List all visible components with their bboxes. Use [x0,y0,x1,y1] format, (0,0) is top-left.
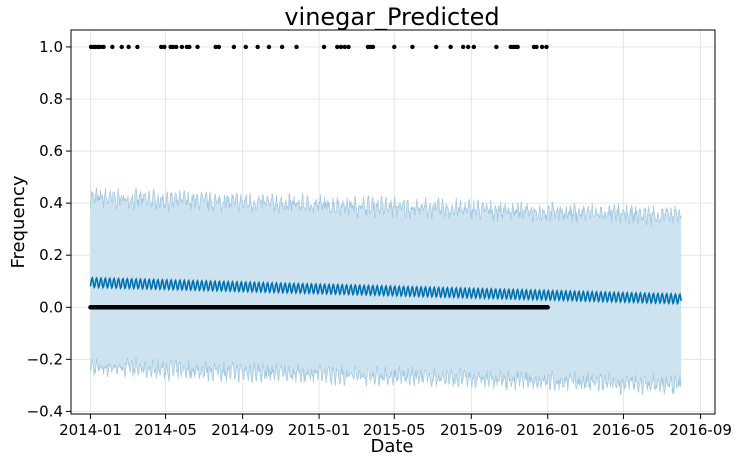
x-tick-label: 2014-05 [134,421,197,439]
observed-point [110,44,115,50]
uncertainty-band [90,187,682,396]
observed-point [294,44,299,50]
observed-point [213,44,218,50]
x-tick-label: 2016-05 [592,421,655,439]
observed-point [255,44,260,50]
x-tick-label: 2015-09 [440,421,503,439]
x-axis-title: Date [370,436,413,457]
observed-point [434,44,439,50]
observed-point [231,44,237,50]
uncertainty-lower-edge [90,357,682,396]
observed-point [335,44,340,50]
axis-ticks: 2014-01 2014-05 2014-09 2015-01 2015-05 2015-… [27,38,732,439]
y-tick-label: 0.6 [39,142,63,160]
x-tick-label: 2016-01 [516,421,579,439]
chart-title: vinegar_Predicted [284,3,499,31]
observed-point [338,44,344,50]
observed-point [515,44,520,50]
uncertainty-area [90,187,682,395]
observed-point [370,44,376,50]
y-axis-title: Frequency [8,175,29,268]
x-tick-label: 2016-09 [669,421,732,439]
observed-point [279,44,285,50]
x-tick-label: 2015-05 [363,421,426,439]
y-tick-label: −0.4 [27,402,63,420]
observed-point [534,44,539,50]
observed-point [126,44,131,50]
forecast-line [89,276,682,306]
observed-point [460,44,466,50]
observed-point [448,44,453,50]
observed-point [342,44,347,50]
forecast-series [89,276,682,306]
y-tick-label: 0.2 [39,246,63,264]
uncertainty-upper-edge [90,187,682,227]
observed-point [243,44,248,50]
observed-point [465,44,471,50]
y-tick-label: 0.4 [39,194,63,212]
observed-point [179,44,185,50]
observed-point [170,44,176,50]
observed-point [539,44,545,50]
observed-point [544,44,549,50]
observed-point [410,44,415,50]
observed-point [266,44,272,50]
observed-point [101,44,106,50]
y-tick-label: 0.8 [39,90,63,108]
observed-point [494,44,499,50]
y-tick-label: 1.0 [39,38,63,56]
x-tick-label: 2014-09 [211,421,274,439]
observed-point [471,44,477,50]
x-tick-label: 2014-01 [59,421,122,439]
observed-point [321,44,327,50]
observed-point [162,44,167,50]
observed-point [135,44,140,50]
observed-point [195,44,200,50]
observed-point [119,44,124,50]
observed-point [392,44,397,50]
x-tick-label: 2015-01 [288,421,351,439]
observed-point [174,44,179,50]
observed-point [346,44,351,50]
plot-frame [70,29,716,415]
observed-point [216,44,222,50]
y-tick-label: 0.0 [39,298,63,316]
observed-point [98,44,103,50]
y-tick-label: −0.2 [27,350,63,368]
observed-point [159,44,164,50]
observed-point [187,44,192,50]
observed-series [88,44,550,310]
observed-point [545,305,550,310]
